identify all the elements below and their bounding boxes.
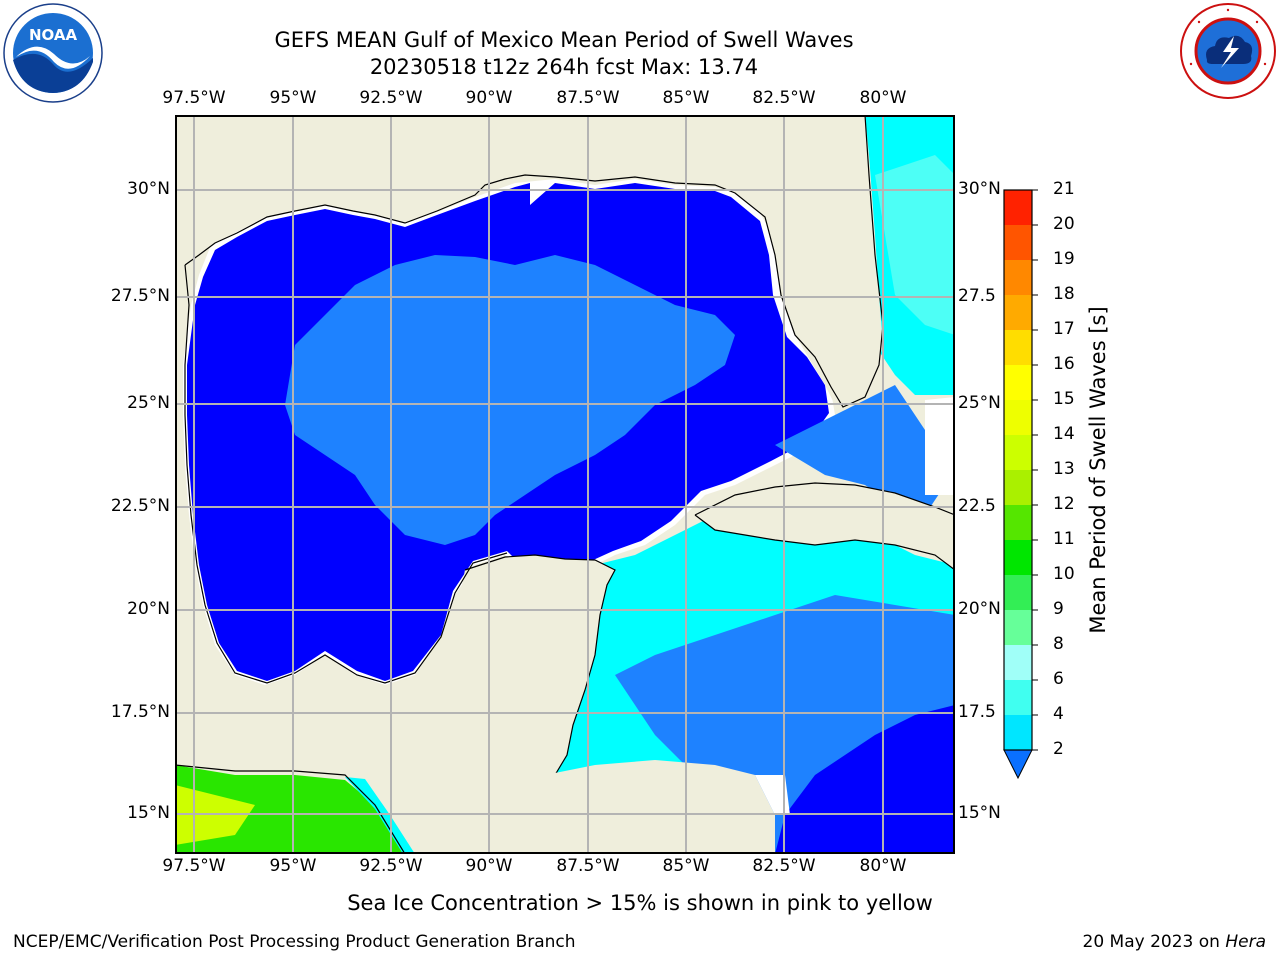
colorbar-segment [1004, 295, 1032, 331]
lon-tick-bottom: 92.5°W [359, 856, 423, 876]
pacific-cyan-edge [345, 777, 415, 854]
gulf-of-mexico-map [175, 115, 955, 854]
colorbar-tick-label: 20 [1053, 214, 1075, 234]
lat-tick-right: 20°N [958, 599, 1001, 619]
lon-tick-bottom: 85°W [662, 856, 710, 876]
lat-tick-right: 30°N [958, 179, 1001, 199]
noaa-logo-text: NOAA [29, 26, 78, 44]
colorbar-tick-label: 10 [1053, 564, 1075, 584]
lon-tick-bottom: 87.5°W [556, 856, 620, 876]
colorbar-segment [1004, 575, 1032, 611]
lat-tick-left: 30°N [127, 179, 170, 199]
cuba-coastline [694, 482, 955, 571]
lon-tick-top: 90°W [465, 88, 513, 108]
host-name: Hera [1225, 932, 1266, 952]
colorbar-tick-label: 9 [1053, 599, 1064, 619]
colorbar-tick-label: 8 [1053, 634, 1064, 654]
colorbar-tick-label: 18 [1053, 284, 1075, 304]
colorbar-segment [1004, 645, 1032, 681]
cuba-land [695, 483, 955, 570]
lon-tick-top: 80°W [859, 88, 907, 108]
colorbar-segment [1004, 260, 1032, 296]
credit-line: NCEP/EMC/Verification Post Processing Pr… [13, 932, 576, 952]
colorbar-segment [1004, 610, 1032, 646]
colorbar-tick-label: 15 [1053, 389, 1075, 409]
lat-tick-right: 27.5 [958, 286, 996, 306]
atlantic-no-data [925, 397, 955, 495]
colorbar-tick-label: 6 [1053, 669, 1064, 689]
colorbar-tick-label: 17 [1053, 319, 1075, 339]
run-date: 20 May 2023 on Hera [1083, 932, 1267, 952]
us-coastline [184, 115, 884, 408]
date-text: 20 May 2023 on [1082, 932, 1220, 952]
lat-tick-right: 15°N [958, 803, 1001, 823]
mexico-coastline [184, 264, 508, 684]
map-gridlines [175, 115, 955, 854]
honduras-land [545, 760, 775, 854]
colorbar-segment [1004, 365, 1032, 401]
caribbean-deep-blue [775, 705, 955, 854]
lon-tick-bottom: 95°W [269, 856, 317, 876]
lat-tick-right: 22.5 [958, 496, 996, 516]
lon-tick-bottom: 80°W [859, 856, 907, 876]
lat-tick-left: 22.5°N [110, 496, 170, 516]
yucatan-coastline [464, 554, 616, 776]
honduras-no-data [755, 775, 790, 815]
colorbar-segment [1004, 400, 1032, 436]
colorbar-segment [1004, 435, 1032, 471]
colorbar-segment [1004, 470, 1032, 506]
lon-tick-bottom: 82.5°W [752, 856, 816, 876]
colorbar-tick-label: 14 [1053, 424, 1075, 444]
florida-land [735, 115, 883, 410]
lon-tick-top: 87.5°W [556, 88, 620, 108]
lon-tick-bottom: 90°W [465, 856, 513, 876]
lon-tick-bottom: 97.5°W [162, 856, 226, 876]
chart-title-line1: GEFS MEAN Gulf of Mexico Mean Period of … [274, 28, 854, 52]
nws-logo-icon [1180, 3, 1276, 99]
lon-tick-top: 95°W [269, 88, 317, 108]
colorbar-tick-label: 21 [1053, 179, 1075, 199]
map-frame [175, 115, 955, 854]
colorbar-tick-label: 12 [1053, 494, 1075, 514]
gulf-mid-blue-east [775, 385, 945, 515]
colorbar-segment [1004, 505, 1032, 541]
lat-tick-left: 25°N [127, 393, 170, 413]
lon-tick-top: 92.5°W [359, 88, 423, 108]
atlantic-light-cyan [875, 155, 955, 335]
noaa-logo-icon: NOAA [3, 3, 103, 103]
lon-tick-top: 97.5°W [162, 88, 226, 108]
chart-title-line2: 20230518 t12z 264h fcst Max: 13.74 [369, 55, 759, 79]
colorbar-segment [1004, 225, 1032, 261]
colorbar-segment [1004, 680, 1032, 716]
colorbar-tick-label: 4 [1053, 704, 1064, 724]
colorbar-segment [1004, 190, 1032, 226]
colorbar-segment [1004, 715, 1032, 751]
colorbar-label: Mean Period of Swell Waves [s] [1086, 306, 1110, 634]
lat-tick-left: 27.5°N [110, 286, 170, 306]
colorbar [1003, 189, 1038, 780]
lat-tick-left: 17.5°N [110, 702, 170, 722]
lon-tick-top: 85°W [662, 88, 710, 108]
colorbar-segment [1004, 540, 1032, 576]
colorbar-tick-label: 11 [1053, 529, 1075, 549]
sea-ice-note: Sea Ice Concentration > 15% is shown in … [347, 891, 933, 915]
colorbar-tick-label: 19 [1053, 249, 1075, 269]
lon-tick-top: 82.5°W [752, 88, 816, 108]
colorbar-segment [1004, 330, 1032, 366]
lat-tick-left: 20°N [127, 599, 170, 619]
colorbar-tick-label: 2 [1053, 739, 1064, 759]
lat-tick-left: 15°N [127, 803, 170, 823]
colorbar-tick-label: 13 [1053, 459, 1075, 479]
lat-tick-right: 17.5 [958, 702, 996, 722]
colorbar-extend-triangle [1003, 749, 1033, 780]
gulf-mid-blue [285, 255, 735, 545]
colorbar-tick-label: 16 [1053, 354, 1075, 374]
lat-tick-right: 25°N [958, 393, 1001, 413]
